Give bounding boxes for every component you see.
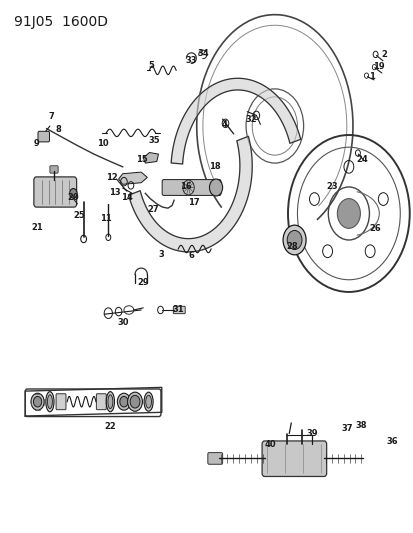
Text: 91J05  1600D: 91J05 1600D bbox=[14, 14, 107, 29]
Text: 39: 39 bbox=[305, 429, 317, 438]
Text: 33: 33 bbox=[185, 56, 197, 65]
Text: 32: 32 bbox=[245, 115, 256, 124]
Text: 31: 31 bbox=[172, 305, 184, 314]
Ellipse shape bbox=[106, 392, 114, 412]
Text: 30: 30 bbox=[117, 318, 129, 327]
FancyBboxPatch shape bbox=[207, 453, 222, 464]
Text: 17: 17 bbox=[188, 198, 199, 207]
Text: 24: 24 bbox=[356, 155, 368, 164]
Text: 18: 18 bbox=[208, 163, 220, 171]
FancyBboxPatch shape bbox=[34, 177, 76, 207]
Text: 29: 29 bbox=[137, 278, 149, 287]
Circle shape bbox=[209, 179, 222, 196]
Circle shape bbox=[33, 397, 42, 407]
FancyBboxPatch shape bbox=[173, 306, 185, 314]
FancyBboxPatch shape bbox=[38, 131, 50, 142]
Text: 2: 2 bbox=[380, 50, 386, 59]
Text: 16: 16 bbox=[179, 182, 191, 191]
Circle shape bbox=[287, 230, 301, 249]
Ellipse shape bbox=[145, 395, 151, 408]
Text: 21: 21 bbox=[32, 223, 43, 232]
Text: 35: 35 bbox=[149, 136, 160, 145]
Text: 22: 22 bbox=[104, 422, 116, 431]
Text: 3: 3 bbox=[159, 251, 164, 260]
Text: 4: 4 bbox=[221, 120, 227, 129]
FancyBboxPatch shape bbox=[96, 394, 106, 410]
Polygon shape bbox=[143, 152, 158, 163]
Text: 40: 40 bbox=[264, 440, 275, 449]
Polygon shape bbox=[171, 78, 300, 164]
Ellipse shape bbox=[144, 392, 153, 411]
Text: 11: 11 bbox=[100, 214, 112, 223]
Text: 6: 6 bbox=[188, 252, 194, 261]
Text: 8: 8 bbox=[55, 125, 61, 134]
Text: 36: 36 bbox=[385, 437, 397, 446]
Text: 1: 1 bbox=[368, 72, 373, 81]
Text: 27: 27 bbox=[147, 205, 159, 214]
FancyBboxPatch shape bbox=[261, 441, 326, 477]
Text: 10: 10 bbox=[97, 139, 108, 148]
Circle shape bbox=[117, 393, 130, 410]
Ellipse shape bbox=[46, 392, 54, 412]
Text: 9: 9 bbox=[34, 139, 40, 148]
Circle shape bbox=[31, 393, 44, 410]
Text: 5: 5 bbox=[148, 61, 154, 69]
Polygon shape bbox=[118, 172, 147, 184]
Text: 14: 14 bbox=[121, 193, 133, 202]
Text: 28: 28 bbox=[286, 243, 297, 252]
Text: 25: 25 bbox=[74, 211, 85, 220]
Text: 12: 12 bbox=[105, 173, 117, 182]
Ellipse shape bbox=[47, 395, 52, 409]
Text: 20: 20 bbox=[67, 193, 78, 202]
Text: 37: 37 bbox=[340, 424, 352, 433]
FancyBboxPatch shape bbox=[56, 394, 66, 410]
FancyBboxPatch shape bbox=[162, 180, 221, 196]
Circle shape bbox=[130, 395, 140, 408]
Text: 7: 7 bbox=[49, 112, 54, 122]
Text: 38: 38 bbox=[355, 421, 366, 430]
Circle shape bbox=[337, 199, 359, 228]
FancyBboxPatch shape bbox=[50, 166, 58, 173]
Ellipse shape bbox=[108, 395, 113, 409]
Text: 34: 34 bbox=[197, 49, 208, 58]
Text: 15: 15 bbox=[136, 155, 147, 164]
Circle shape bbox=[282, 225, 305, 255]
Circle shape bbox=[119, 397, 128, 407]
Text: 23: 23 bbox=[326, 182, 337, 191]
Text: 19: 19 bbox=[372, 62, 384, 70]
Text: 13: 13 bbox=[108, 188, 120, 197]
Circle shape bbox=[69, 189, 77, 198]
Text: 26: 26 bbox=[369, 224, 380, 233]
Polygon shape bbox=[128, 136, 252, 252]
Circle shape bbox=[127, 392, 142, 411]
